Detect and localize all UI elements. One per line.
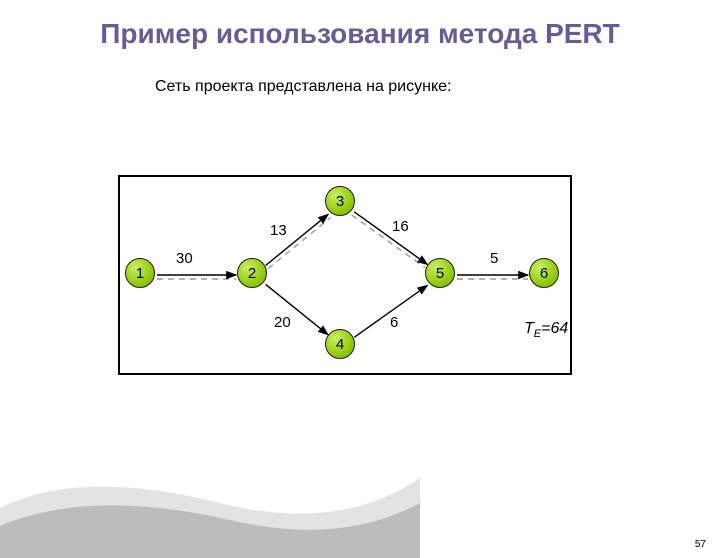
- edge-label: 16: [392, 218, 409, 235]
- page-title: Пример использования метода PERT: [0, 18, 720, 50]
- te-label: TE=64: [524, 320, 568, 340]
- edge-label: 20: [274, 314, 291, 331]
- edge-label: 5: [490, 250, 498, 267]
- te-suffix: =64: [541, 320, 568, 337]
- subtitle: Сеть проекта представлена на рисунке:: [155, 78, 720, 96]
- te-prefix: T: [524, 320, 534, 337]
- edge-dash: [352, 215, 425, 268]
- page-number: 57: [695, 539, 706, 550]
- edge-label: 6: [390, 314, 398, 331]
- node-4: 4: [325, 329, 355, 359]
- node-2: 2: [237, 258, 267, 288]
- node-6: 6: [529, 258, 559, 288]
- edge-label: 30: [176, 250, 193, 267]
- node-1: 1: [125, 258, 155, 288]
- decorative-swoosh: [0, 448, 420, 558]
- edge: [354, 212, 427, 265]
- edge-label: 13: [270, 222, 287, 239]
- node-3: 3: [325, 186, 355, 216]
- node-5: 5: [425, 258, 455, 288]
